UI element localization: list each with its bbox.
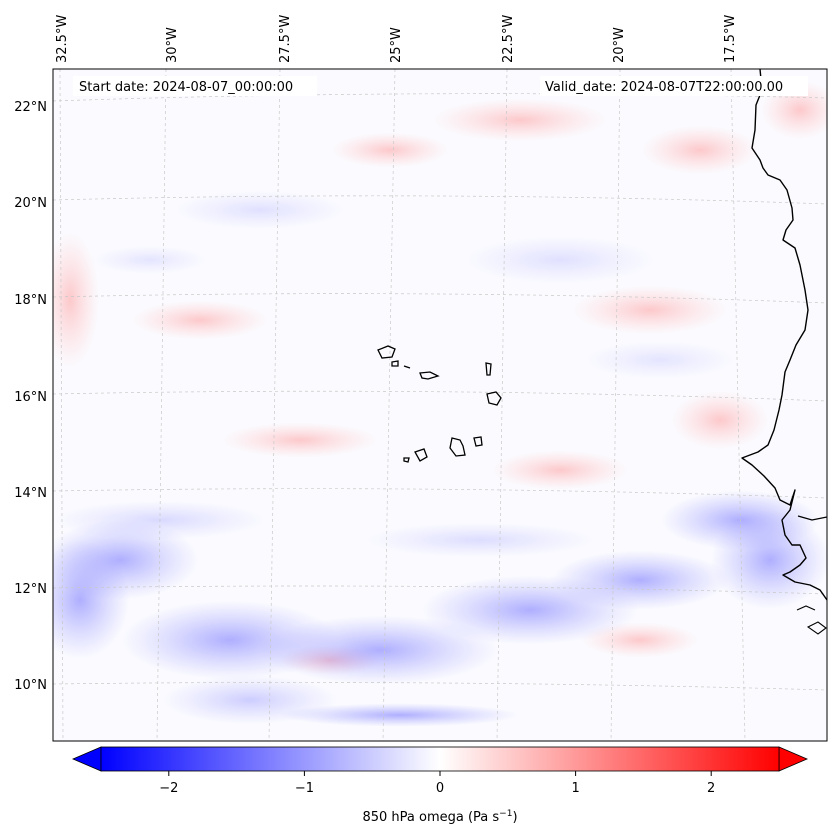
- colorbar-tick-label: 0: [436, 781, 444, 796]
- map-gridlines: [53, 69, 827, 741]
- lat-tick-label: 10°N: [14, 678, 47, 693]
- lon-tick-label: 27.5°W: [278, 15, 293, 63]
- lat-tick-label: 14°N: [14, 486, 47, 501]
- colorbar: −2 −1 0 1 2 850 hPa omega (Pa s−1): [71, 746, 809, 825]
- valid-date-label: Valid_date: 2024-08-07T22:00:00.00: [545, 80, 783, 95]
- colorbar-tick-label: −2: [159, 781, 178, 796]
- valid-date-box: Valid_date: 2024-08-07T22:00:00.00: [540, 76, 808, 96]
- colorbar-tick-label: −1: [295, 781, 314, 796]
- start-date-box: Start date: 2024-08-07_00:00:00: [73, 76, 317, 96]
- lat-tick-label: 22°N: [14, 100, 47, 115]
- lat-tick-label: 18°N: [14, 293, 47, 308]
- map-frame: [52, 68, 828, 742]
- longitude-labels: 32.5°W 30°W 27.5°W 25°W 22.5°W 20°W 17.5…: [55, 15, 738, 63]
- colorbar-label: 850 hPa omega (Pa s−1): [362, 809, 517, 825]
- lon-tick-label: 20°W: [612, 27, 627, 63]
- latitude-labels: 22°N 20°N 18°N 16°N 14°N 12°N 10°N: [14, 100, 47, 693]
- colorbar-tick-label: 2: [707, 781, 715, 796]
- colorbar-tick-label: 1: [571, 781, 579, 796]
- lon-tick-label: 22.5°W: [501, 15, 516, 63]
- colorbar-extend-high: [778, 746, 809, 772]
- cape-verde-islands: [377, 345, 502, 463]
- lon-tick-label: 25°W: [389, 27, 404, 63]
- lat-tick-label: 20°N: [14, 196, 47, 211]
- lat-tick-label: 12°N: [14, 582, 47, 597]
- colorbar-gradient: [100, 746, 780, 772]
- lon-tick-label: 17.5°W: [723, 15, 738, 63]
- omega-field: [53, 69, 827, 741]
- lon-tick-label: 32.5°W: [55, 15, 70, 63]
- lon-tick-label: 30°W: [165, 27, 180, 63]
- lat-tick-label: 16°N: [14, 390, 47, 405]
- colorbar-extend-low: [71, 746, 102, 772]
- start-date-label: Start date: 2024-08-07_00:00:00: [79, 80, 293, 95]
- african-coastline: [741, 69, 827, 601]
